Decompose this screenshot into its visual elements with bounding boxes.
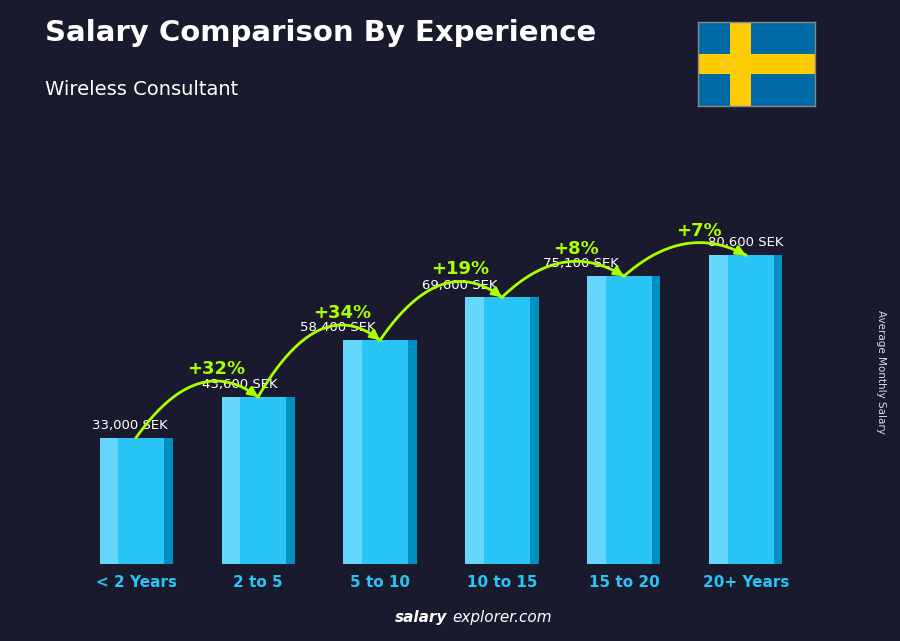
- Bar: [709, 255, 782, 564]
- Bar: [465, 297, 538, 564]
- Text: 75,100 SEK: 75,100 SEK: [544, 258, 619, 271]
- Text: +19%: +19%: [431, 260, 490, 278]
- Bar: [530, 297, 538, 564]
- Bar: [652, 276, 661, 564]
- Bar: [709, 255, 727, 564]
- Text: 58,400 SEK: 58,400 SEK: [300, 322, 375, 335]
- Text: +32%: +32%: [187, 360, 246, 378]
- Bar: [344, 340, 417, 564]
- Text: Wireless Consultant: Wireless Consultant: [45, 80, 239, 99]
- Bar: [100, 438, 173, 564]
- Text: +34%: +34%: [313, 304, 371, 322]
- Text: +7%: +7%: [676, 222, 722, 240]
- Bar: [221, 397, 239, 564]
- Text: 69,600 SEK: 69,600 SEK: [421, 279, 497, 292]
- Bar: [465, 297, 483, 564]
- Text: 43,600 SEK: 43,600 SEK: [202, 378, 277, 391]
- Bar: [164, 438, 173, 564]
- Bar: [588, 276, 661, 564]
- Text: 80,600 SEK: 80,600 SEK: [708, 237, 784, 249]
- Text: 33,000 SEK: 33,000 SEK: [92, 419, 168, 432]
- Bar: [344, 340, 362, 564]
- Bar: [221, 397, 294, 564]
- Text: +8%: +8%: [553, 240, 599, 258]
- Text: salary: salary: [395, 610, 447, 625]
- Bar: [100, 438, 118, 564]
- Bar: [730, 22, 752, 106]
- Text: Average Monthly Salary: Average Monthly Salary: [877, 310, 886, 434]
- Bar: [774, 255, 782, 564]
- Text: explorer.com: explorer.com: [453, 610, 553, 625]
- Bar: [408, 340, 417, 564]
- Bar: [698, 54, 814, 74]
- Bar: [286, 397, 294, 564]
- Text: Salary Comparison By Experience: Salary Comparison By Experience: [45, 19, 596, 47]
- Bar: [588, 276, 606, 564]
